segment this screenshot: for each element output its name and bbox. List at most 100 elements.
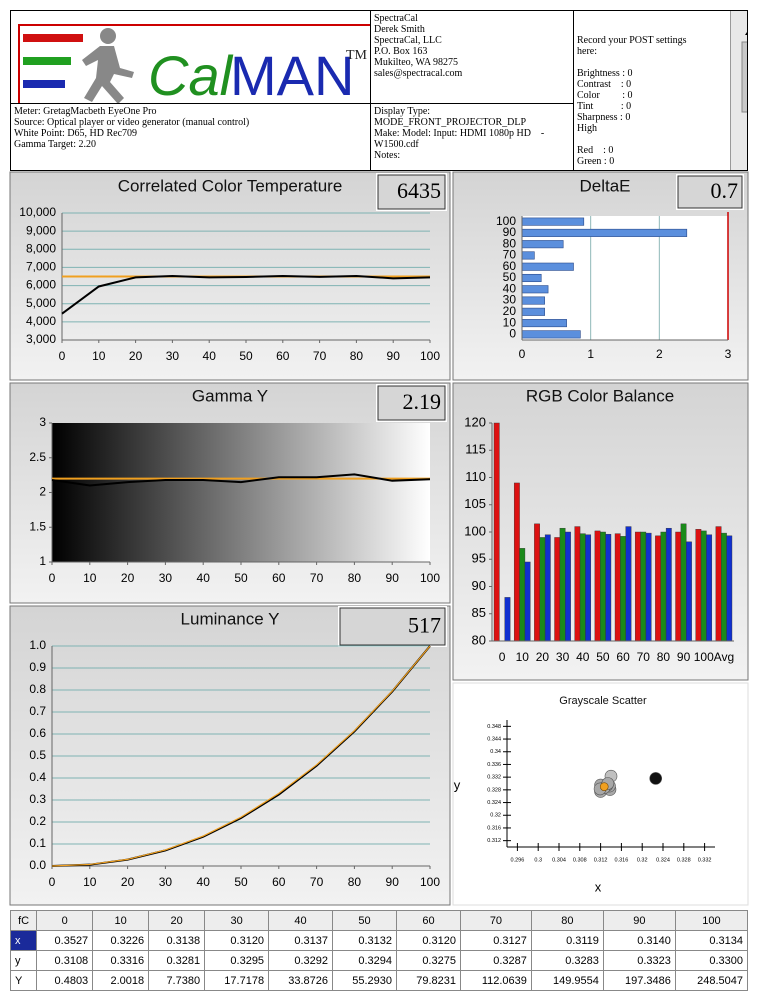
text-line: Color : 0	[577, 90, 633, 101]
table-cell: 0.3226	[92, 930, 150, 951]
y-tick-label: 10	[503, 315, 517, 329]
readout-box	[677, 175, 743, 209]
y-tick-label: 0.324	[487, 800, 501, 806]
y-tick-label: 3	[39, 415, 46, 429]
table-row: x 0.3527 0.3226 0.3138 0.3120 0.3137 0.3132 0.3…	[9, 930, 749, 951]
runner-icon	[82, 28, 134, 103]
table-cell: 0.3287	[459, 950, 532, 971]
text-line: Derek Smith	[374, 24, 425, 35]
x-tick-label: 0.324	[656, 857, 670, 863]
header-cell: 20	[148, 910, 206, 931]
text-line: P.O. Box 163	[374, 46, 428, 57]
x-tick-label: 0.316	[615, 857, 629, 863]
text-line: SpectraCal	[374, 13, 418, 24]
bar	[585, 534, 592, 642]
header-cell: 100	[674, 910, 749, 931]
table-cell: 112.0639	[459, 970, 532, 991]
x-tick-label: 20	[121, 875, 135, 889]
bar	[574, 526, 581, 642]
x-tick-label: 60	[276, 349, 290, 363]
y-tick-label: 3,000	[26, 332, 56, 346]
logo-man: MAN	[230, 44, 354, 104]
readout-value: 6435	[397, 178, 441, 203]
y-tick-label: 7,000	[26, 260, 56, 274]
y-tick-label: 115	[465, 442, 486, 457]
y-tick-label: 0.328	[487, 787, 501, 793]
y-tick-label: 0.9	[29, 660, 46, 674]
x-tick-label: 1	[587, 347, 594, 361]
text-line: High	[577, 123, 597, 134]
text-line: sales@spectracal.com	[374, 68, 463, 79]
y-tick-label: 5,000	[26, 296, 56, 310]
text-line: Sharpness : 0	[577, 112, 631, 123]
bar	[665, 527, 672, 642]
y-tick-label: 90	[503, 225, 517, 239]
bar	[521, 296, 545, 305]
table-row: y 0.3108 0.3316 0.3281 0.3295 0.3292 0.3294 0.3…	[9, 950, 749, 971]
y-tick-label: 0.332	[487, 775, 501, 781]
text-line: Green : 0	[577, 156, 615, 167]
x-tick-label: 40	[197, 875, 211, 889]
bar	[554, 537, 561, 642]
bar	[680, 523, 687, 642]
header-cell: 90	[602, 910, 676, 931]
bar	[521, 285, 549, 294]
bar	[675, 531, 682, 642]
bar	[600, 531, 606, 642]
scrollbar[interactable]	[730, 11, 747, 170]
y-tick-label: 0.344	[487, 737, 501, 743]
y-tick-label: 0.312	[487, 838, 501, 844]
x-tick-label: 40	[203, 349, 217, 363]
x-tick-label: 90	[386, 875, 400, 889]
bar	[715, 526, 722, 642]
bar	[519, 548, 526, 642]
table-cell: y	[9, 950, 38, 971]
x-tick-label: 0	[519, 347, 526, 361]
readout-box	[377, 385, 446, 421]
bar	[521, 273, 542, 283]
header-cell: 70	[459, 910, 532, 931]
header-cell: fC	[9, 910, 38, 931]
x-tick-label: 0.3	[534, 857, 542, 863]
series-line	[51, 645, 431, 867]
x-tick-label: 30	[159, 875, 173, 889]
x-tick-label: 0.32	[637, 857, 648, 863]
header-cell: 80	[530, 910, 604, 931]
y-tick-label: 0.7	[29, 704, 46, 718]
chart-title: Correlated Color Temperature	[118, 176, 343, 195]
bar	[524, 561, 531, 642]
header-cell: 0	[36, 910, 94, 931]
x-tick-label: 0.304	[552, 857, 566, 863]
table-cell: 0.3294	[332, 950, 397, 971]
bar	[700, 530, 707, 642]
logo-cal: Cal	[148, 44, 234, 104]
bar	[605, 533, 612, 642]
y-tick-label: 105	[464, 496, 486, 511]
bar	[521, 217, 585, 226]
text-line: Notes:	[374, 150, 401, 161]
y-tick-label: 0.32	[490, 813, 501, 819]
table-cell: 248.5047	[674, 970, 749, 991]
y-tick-label: 20	[503, 304, 517, 318]
series-line	[61, 274, 431, 315]
x-tick-label: 0	[499, 650, 506, 664]
x-tick-label: 60	[272, 875, 286, 889]
y-tick-label: 2.5	[29, 450, 46, 464]
y-tick-label: 30	[503, 293, 517, 307]
y-tick-label: 0.348	[487, 724, 501, 730]
table-cell: 79.8231	[396, 970, 461, 991]
table-cell: 149.9554	[530, 970, 604, 991]
x-tick-label: 50	[596, 650, 610, 664]
x-tick-label: 20	[121, 571, 135, 585]
x-tick-label: 0.332	[698, 857, 712, 863]
y-tick-label: 110	[465, 469, 486, 484]
table-cell: 0.3120	[204, 930, 270, 951]
table-cell: x	[9, 930, 38, 951]
y-tick-label: 0.3	[29, 792, 46, 806]
bar	[640, 531, 647, 642]
header-row: fC 0 10 20 30 40 50 60 70 80 90 100	[9, 910, 749, 931]
scrollbar-art	[741, 32, 747, 113]
company-box: SpectraCal Derek Smith SpectraCal, LLC P.O.…	[370, 10, 574, 104]
chart-title: Gamma Y	[192, 386, 268, 405]
